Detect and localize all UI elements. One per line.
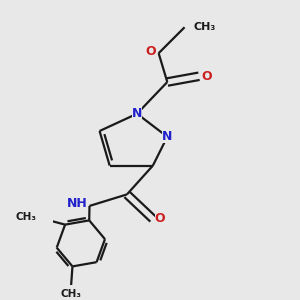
Text: O: O xyxy=(155,212,165,225)
Text: O: O xyxy=(145,45,156,58)
Text: CH₃: CH₃ xyxy=(61,289,82,299)
Text: N: N xyxy=(132,107,142,120)
Text: N: N xyxy=(162,130,172,143)
Text: O: O xyxy=(201,70,211,83)
Text: NH: NH xyxy=(67,196,88,210)
Text: CH₃: CH₃ xyxy=(15,212,36,222)
Text: CH₃: CH₃ xyxy=(193,22,215,32)
